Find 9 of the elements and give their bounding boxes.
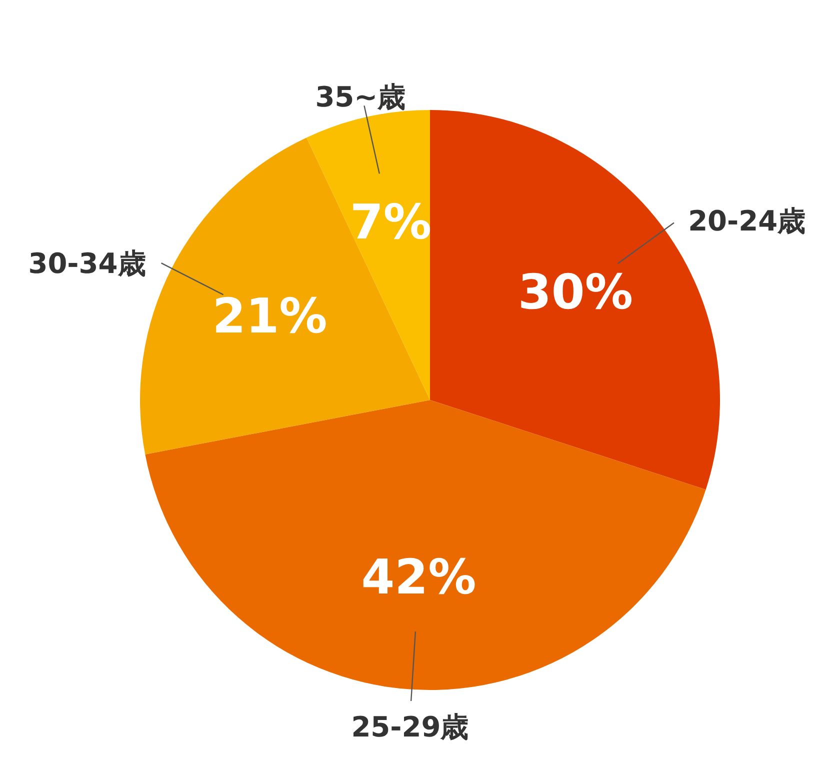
slice-label: 30-34歳	[28, 247, 146, 280]
data-label: 7%	[350, 194, 432, 251]
slice-label: 35~歳	[315, 80, 406, 114]
slice-label: 25-29歳	[351, 710, 469, 744]
pie-slice	[145, 400, 706, 690]
data-label: 21%	[212, 288, 328, 344]
slice-label: 20-24歳	[688, 204, 806, 238]
data-label: 42%	[361, 549, 476, 606]
data-label: 30%	[518, 264, 633, 320]
